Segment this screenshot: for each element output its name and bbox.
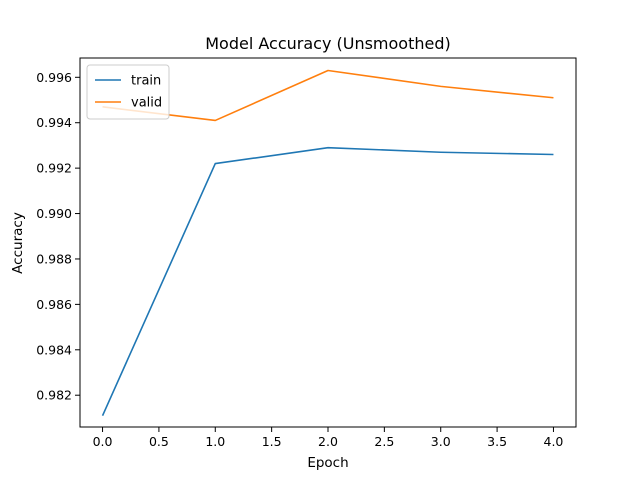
y-tick-label: 0.996	[36, 70, 72, 85]
y-tick-label: 0.984	[36, 342, 72, 357]
y-tick-label: 0.994	[36, 115, 72, 130]
y-tick-label: 0.986	[36, 297, 72, 312]
plot-frame	[79, 57, 577, 428]
x-tick-label: 3.0	[431, 434, 451, 449]
legend-label-valid: valid	[131, 96, 162, 111]
x-tick-label: 0.0	[93, 434, 113, 449]
legend-box	[86, 64, 170, 120]
chart-title: Model Accuracy (Unsmoothed)	[205, 34, 451, 53]
legend-label-train: train	[131, 74, 161, 89]
y-tick-label: 0.982	[36, 388, 72, 403]
series-lines	[101, 69, 554, 416]
y-axis-ticks: 0.982 0.984 0.986 0.988 0.990 0.992 0.994 0.996	[36, 70, 80, 403]
y-axis-title: Accuracy	[10, 212, 26, 274]
x-tick-label: 1.5	[262, 434, 282, 449]
y-tick-label: 0.988	[36, 251, 72, 266]
x-tick-label: 3.5	[487, 434, 507, 449]
legend: train valid	[86, 64, 170, 120]
series-line-train	[101, 146, 554, 416]
x-tick-label: 2.0	[318, 434, 338, 449]
x-axis-ticks: 0.0 0.5 1.0 1.5 2.0 2.5 3.0 3.5 4.0	[93, 427, 564, 449]
series-line-valid	[102, 69, 554, 122]
x-tick-label: 1.0	[205, 434, 225, 449]
x-tick-label: 4.0	[544, 434, 564, 449]
x-tick-label: 0.5	[149, 434, 169, 449]
y-tick-label: 0.990	[36, 206, 72, 221]
x-tick-label: 2.5	[374, 434, 394, 449]
y-tick-label: 0.992	[36, 161, 72, 176]
x-axis-title: Epoch	[307, 455, 348, 471]
